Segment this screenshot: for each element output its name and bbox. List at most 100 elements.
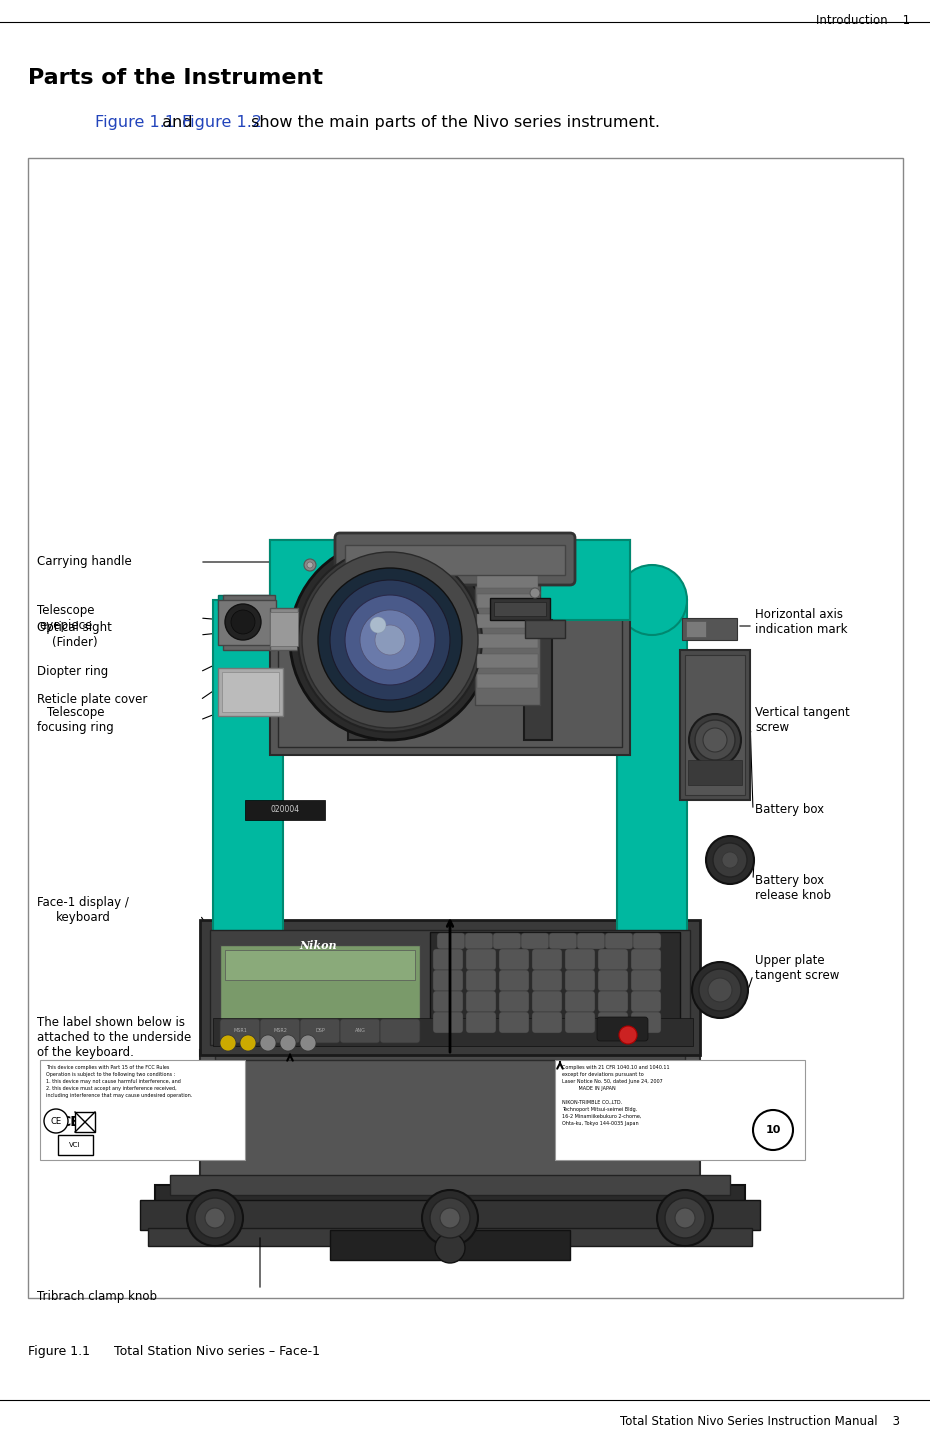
Text: Upper plate
tangent screw: Upper plate tangent screw <box>755 954 840 982</box>
Bar <box>477 574 538 589</box>
FancyBboxPatch shape <box>335 533 575 586</box>
Text: MSR2: MSR2 <box>273 1028 287 1034</box>
FancyBboxPatch shape <box>532 1012 562 1032</box>
Circle shape <box>708 978 732 1002</box>
Text: 10: 10 <box>765 1126 780 1136</box>
Circle shape <box>753 1110 793 1150</box>
Bar <box>220 945 420 1020</box>
Bar <box>494 601 546 616</box>
Bar <box>270 611 298 646</box>
Bar <box>477 634 538 649</box>
FancyBboxPatch shape <box>565 949 595 969</box>
Text: Reticle plate cover: Reticle plate cover <box>37 693 147 706</box>
Circle shape <box>187 1190 243 1246</box>
Text: Telescope
eyepiece: Telescope eyepiece <box>37 604 95 632</box>
Bar <box>170 1176 730 1194</box>
Bar <box>58 1136 93 1156</box>
Bar <box>155 1186 745 1240</box>
Circle shape <box>699 969 741 1011</box>
Circle shape <box>722 852 738 868</box>
Circle shape <box>703 727 727 752</box>
Text: DSP: DSP <box>315 1028 325 1034</box>
FancyBboxPatch shape <box>598 1012 628 1032</box>
Bar <box>270 540 630 620</box>
Text: CE: CE <box>60 1116 80 1128</box>
Text: and: and <box>157 115 197 130</box>
Bar <box>477 594 538 609</box>
Bar <box>200 1050 700 1190</box>
Text: Figure 1.1      Total Station Nivo series – Face-1: Figure 1.1 Total Station Nivo series – F… <box>28 1345 320 1358</box>
Circle shape <box>530 589 540 599</box>
Bar <box>477 674 538 687</box>
Circle shape <box>689 715 741 766</box>
Circle shape <box>240 1035 256 1051</box>
Bar <box>225 949 415 979</box>
FancyBboxPatch shape <box>631 991 661 1012</box>
Circle shape <box>435 1233 465 1263</box>
FancyBboxPatch shape <box>499 991 529 1012</box>
FancyBboxPatch shape <box>220 1020 260 1042</box>
Bar <box>477 614 538 629</box>
Circle shape <box>692 962 748 1018</box>
FancyBboxPatch shape <box>605 934 633 949</box>
Bar <box>335 620 375 639</box>
Circle shape <box>345 596 435 684</box>
Circle shape <box>220 1035 236 1051</box>
Circle shape <box>617 566 687 634</box>
FancyBboxPatch shape <box>466 991 496 1012</box>
Circle shape <box>225 604 261 640</box>
Text: CE: CE <box>50 1117 61 1126</box>
Bar <box>555 1060 805 1160</box>
Bar <box>223 596 275 650</box>
Text: Telescope
focusing ring: Telescope focusing ring <box>37 706 113 735</box>
Circle shape <box>280 1035 296 1051</box>
FancyBboxPatch shape <box>433 1012 463 1032</box>
Text: Figure 1.1: Figure 1.1 <box>95 115 175 130</box>
Bar <box>686 621 706 637</box>
FancyBboxPatch shape <box>260 1020 300 1042</box>
FancyBboxPatch shape <box>598 969 628 991</box>
Bar <box>345 546 565 576</box>
Circle shape <box>713 843 747 876</box>
FancyBboxPatch shape <box>499 969 529 991</box>
Circle shape <box>665 1199 705 1239</box>
Text: Optical sight
(Finder): Optical sight (Finder) <box>37 621 112 649</box>
FancyBboxPatch shape <box>532 969 562 991</box>
Text: ANG: ANG <box>354 1028 365 1034</box>
Text: Vertical tangent
screw: Vertical tangent screw <box>755 706 850 735</box>
Bar <box>688 760 742 785</box>
Bar <box>682 619 737 640</box>
Bar <box>348 620 376 740</box>
Circle shape <box>298 548 482 732</box>
Bar <box>213 600 283 939</box>
FancyBboxPatch shape <box>532 991 562 1012</box>
FancyBboxPatch shape <box>598 949 628 969</box>
FancyBboxPatch shape <box>380 1020 420 1042</box>
Bar <box>685 654 745 795</box>
Bar <box>270 540 630 755</box>
Bar <box>340 540 570 580</box>
Circle shape <box>360 610 420 670</box>
Circle shape <box>231 610 255 634</box>
Bar <box>680 650 750 800</box>
FancyBboxPatch shape <box>577 934 605 949</box>
Bar <box>430 932 680 1040</box>
Bar <box>222 672 279 712</box>
Text: 020004: 020004 <box>271 805 299 815</box>
Text: Parts of the Instrument: Parts of the Instrument <box>28 67 323 87</box>
Bar <box>278 548 622 748</box>
Bar <box>210 929 690 1045</box>
FancyBboxPatch shape <box>433 991 463 1012</box>
Text: Battery box: Battery box <box>755 803 824 816</box>
Circle shape <box>290 540 490 740</box>
Bar <box>215 1040 685 1060</box>
FancyBboxPatch shape <box>499 1012 529 1032</box>
FancyBboxPatch shape <box>433 949 463 969</box>
Bar <box>270 609 298 650</box>
Circle shape <box>307 561 313 569</box>
Bar <box>28 158 903 1297</box>
Circle shape <box>318 569 462 712</box>
Bar <box>477 654 538 667</box>
Bar <box>330 1230 570 1260</box>
FancyBboxPatch shape <box>598 991 628 1012</box>
